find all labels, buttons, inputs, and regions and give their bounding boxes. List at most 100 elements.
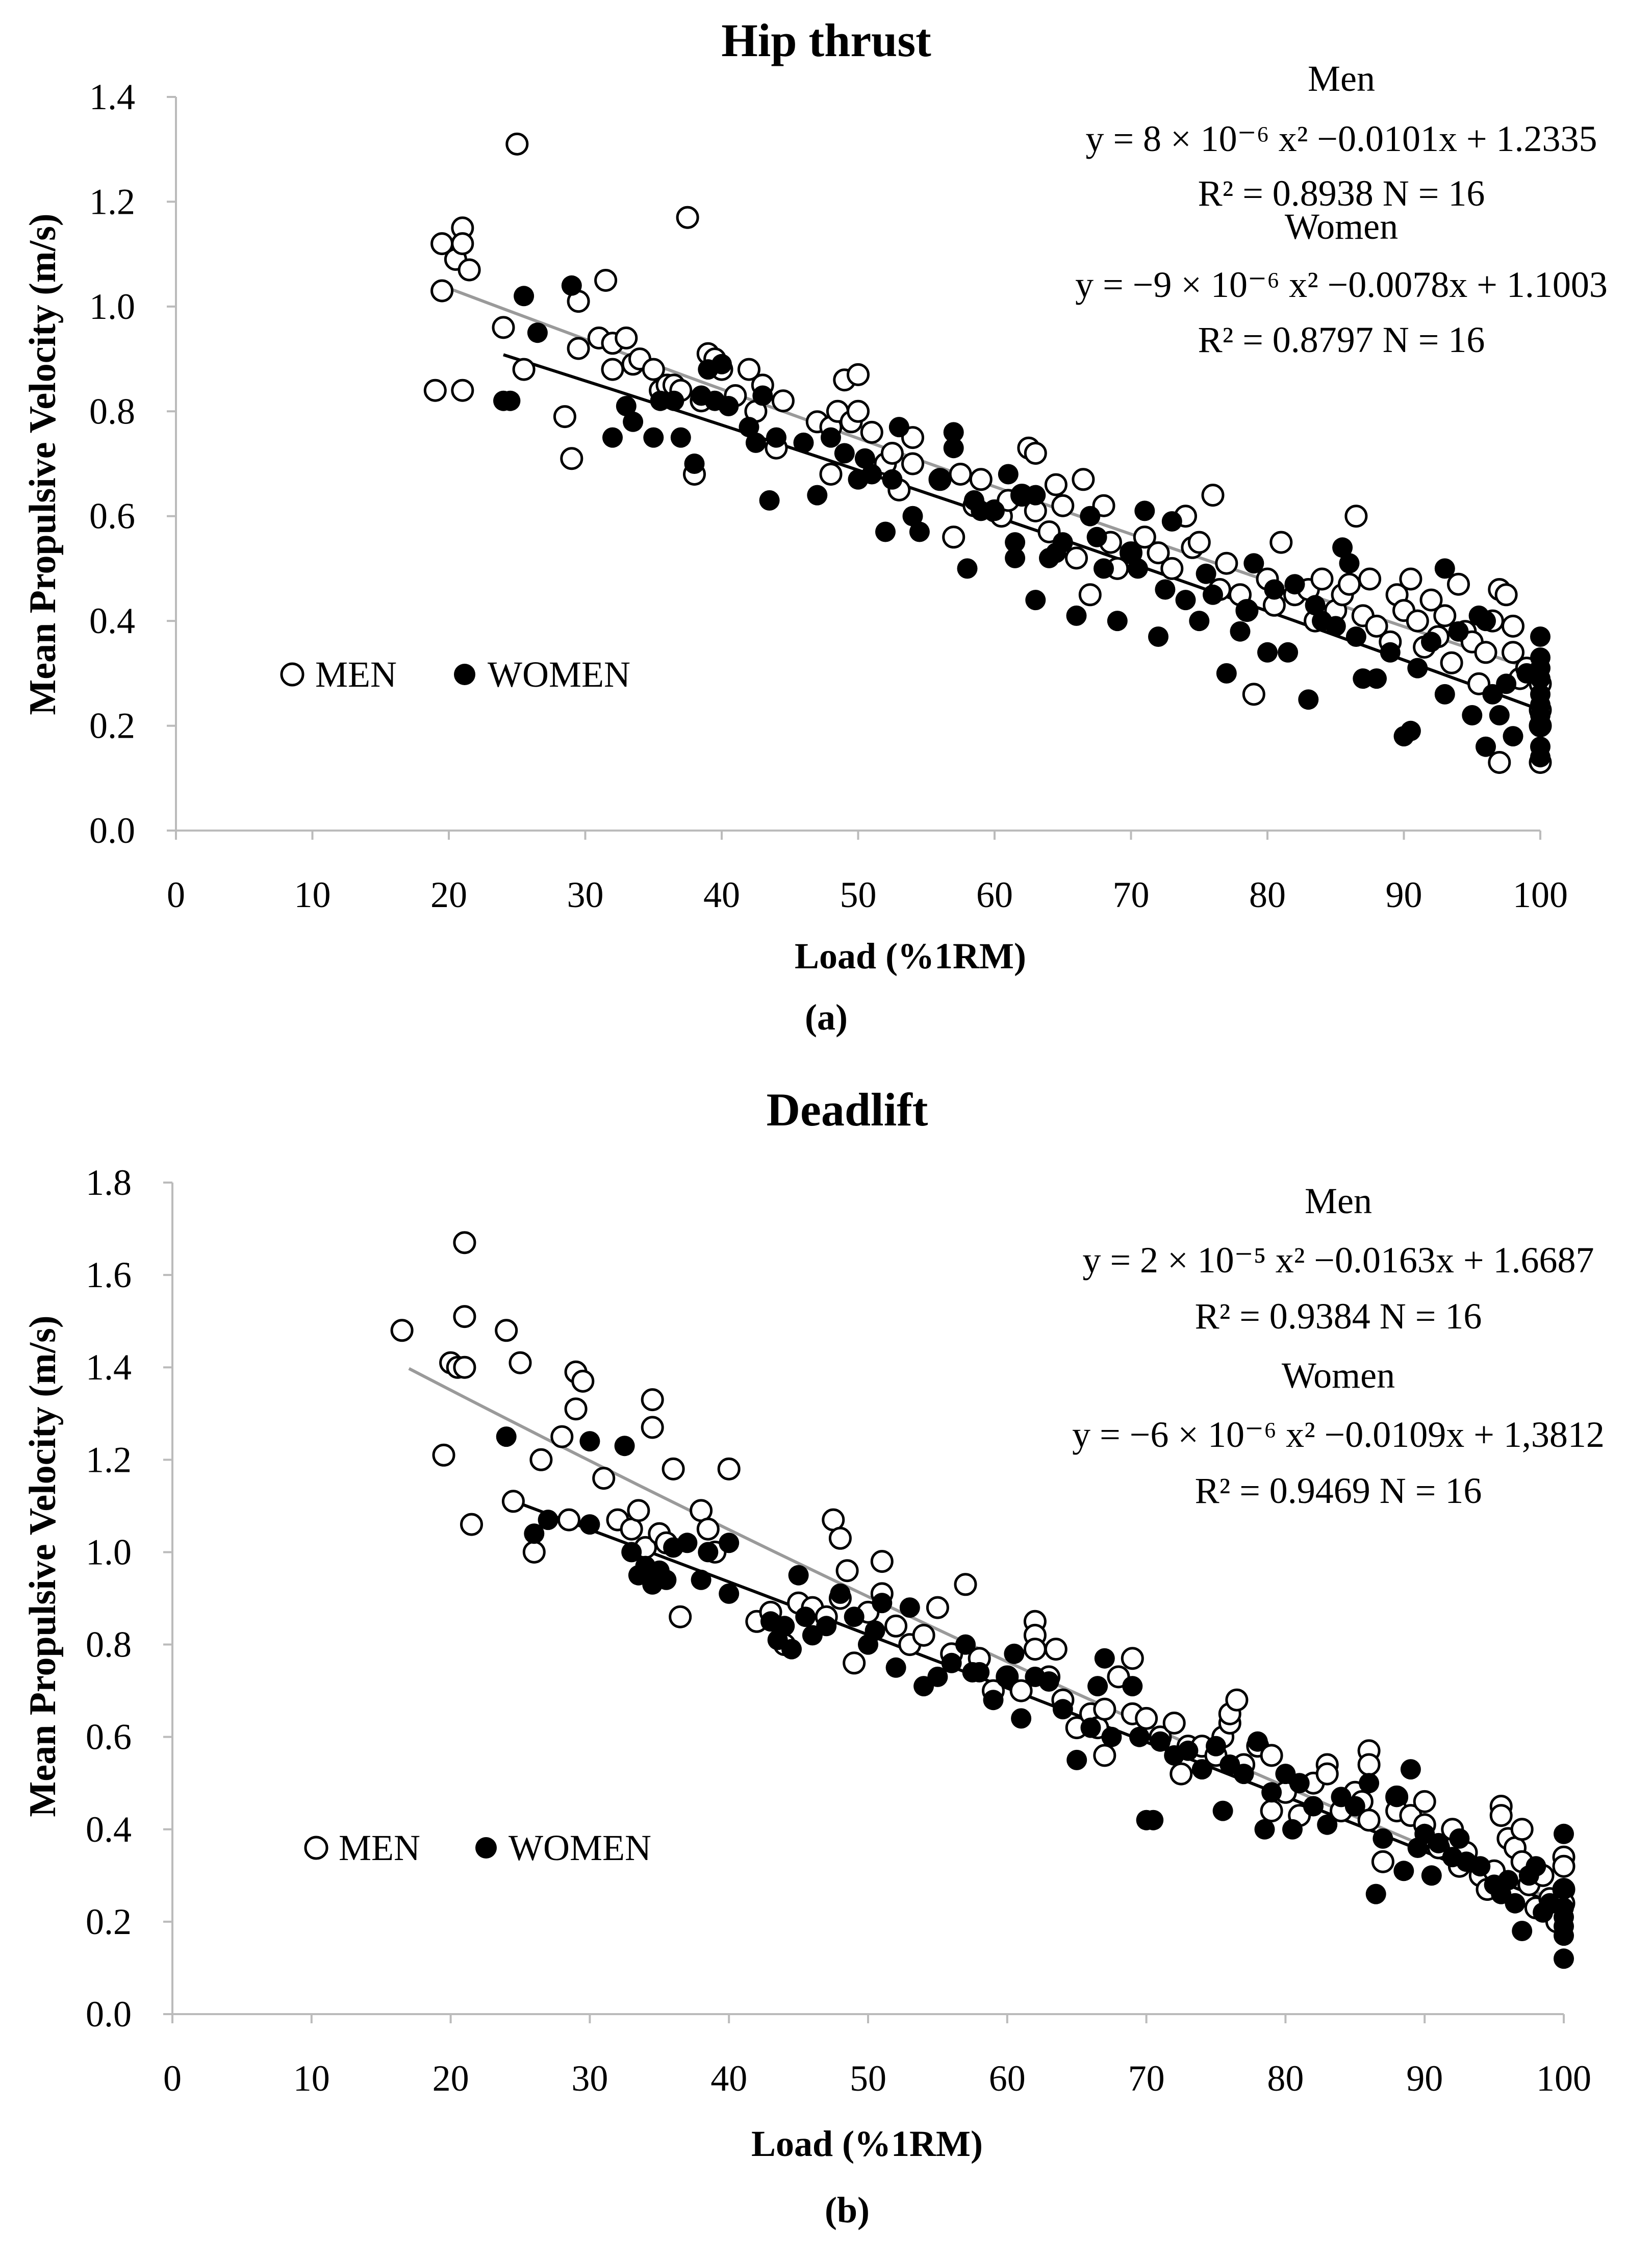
women-data-point bbox=[1150, 1731, 1171, 1752]
women-data-point bbox=[664, 390, 684, 411]
men-data-point bbox=[432, 1443, 455, 1467]
women-data-point bbox=[1094, 1648, 1115, 1669]
x-tick-label: 60 bbox=[989, 2058, 1026, 2099]
women-data-point bbox=[1284, 574, 1305, 595]
women-equation-title: Women bbox=[1285, 206, 1398, 247]
equations: Men y = 8 × 10⁻⁶ x² −0.0101x + 1.2335 R²… bbox=[1075, 58, 1608, 360]
women-data-point bbox=[1025, 590, 1046, 611]
women-data-point bbox=[941, 1652, 962, 1673]
men-data-point bbox=[509, 1351, 532, 1374]
women-data-point bbox=[821, 427, 841, 448]
men-data-point bbox=[453, 1356, 476, 1379]
y-tick-label: 0.8 bbox=[89, 391, 135, 432]
men-data-point bbox=[1225, 1688, 1249, 1712]
women-data-point bbox=[1230, 621, 1251, 642]
women-data-point bbox=[1080, 506, 1101, 526]
men-data-point bbox=[453, 1231, 476, 1254]
women-data-point bbox=[623, 411, 644, 432]
women-data-point bbox=[1038, 1671, 1059, 1692]
men-data-point bbox=[423, 379, 447, 402]
men-data-point bbox=[1510, 1818, 1534, 1841]
women-data-point bbox=[983, 1690, 1004, 1711]
women-r2: R² = 0.8797 N = 16 bbox=[1198, 319, 1485, 360]
women-data-point bbox=[1052, 532, 1073, 553]
women-data-point bbox=[579, 1514, 600, 1535]
x-tick-label: 0 bbox=[163, 2058, 182, 2099]
men-data-point bbox=[430, 279, 454, 303]
men-data-point bbox=[1065, 546, 1088, 570]
x-tick-label: 80 bbox=[1267, 2058, 1304, 2099]
panel-label: (b) bbox=[825, 2190, 870, 2230]
legend-women-marker bbox=[454, 664, 475, 685]
women-data-point bbox=[1470, 1856, 1491, 1877]
women-data-point bbox=[1011, 1708, 1032, 1729]
y-tick-label: 0.2 bbox=[89, 706, 135, 746]
men-data-point bbox=[1201, 484, 1225, 507]
men-data-point bbox=[1371, 1850, 1394, 1873]
men-data-point bbox=[696, 1517, 720, 1541]
y-tick-label: 1.2 bbox=[89, 181, 135, 222]
x-tick-label: 90 bbox=[1406, 2058, 1443, 2099]
x-tick-label: 30 bbox=[567, 874, 604, 915]
women-data-point bbox=[1400, 720, 1421, 741]
men-data-point bbox=[738, 358, 760, 381]
women-data-point bbox=[875, 521, 896, 542]
men-data-point bbox=[1051, 494, 1075, 517]
women-data-point bbox=[1530, 715, 1551, 736]
men-data-point bbox=[676, 206, 699, 229]
women-data-point bbox=[1428, 1833, 1449, 1853]
women-data-point bbox=[496, 1426, 517, 1447]
men-data-point bbox=[1552, 1854, 1575, 1878]
women-data-point bbox=[1148, 626, 1168, 647]
men-data-point bbox=[1358, 567, 1382, 591]
x-tick-label: 90 bbox=[1386, 874, 1422, 915]
men-data-point bbox=[615, 327, 638, 349]
men-data-point bbox=[592, 1467, 616, 1490]
women-data-point bbox=[1366, 668, 1387, 689]
women-data-point bbox=[1264, 579, 1285, 600]
y-tick-label: 0.2 bbox=[86, 1901, 132, 1942]
women-data-point bbox=[766, 427, 786, 448]
men-data-point bbox=[949, 463, 972, 486]
women-data-point bbox=[1134, 500, 1155, 521]
women-data-point bbox=[888, 417, 909, 438]
women-data-point bbox=[909, 521, 930, 542]
y-tick-label: 0.6 bbox=[89, 496, 135, 537]
women-data-point bbox=[957, 558, 978, 579]
women-data-point bbox=[1332, 537, 1353, 558]
men-data-point bbox=[390, 1319, 414, 1342]
y-tick-label: 1.6 bbox=[86, 1254, 132, 1295]
women-data-point bbox=[1512, 1921, 1533, 1941]
women-data-point bbox=[1505, 1893, 1526, 1914]
women-data-point bbox=[1107, 611, 1128, 632]
y-tick-label: 0.8 bbox=[86, 1624, 132, 1665]
women-data-point bbox=[718, 396, 739, 416]
men-data-point bbox=[1474, 641, 1497, 664]
women-data-point bbox=[1206, 1736, 1226, 1756]
women-data-point bbox=[788, 1565, 809, 1586]
men-data-point bbox=[594, 269, 618, 292]
women-data-point bbox=[1005, 547, 1026, 568]
x-tick-label: 70 bbox=[1128, 2058, 1165, 2099]
women-data-point bbox=[1373, 1828, 1393, 1849]
women-data-point bbox=[1344, 1796, 1365, 1817]
women-data-point bbox=[854, 448, 875, 469]
women-data-point bbox=[1203, 584, 1223, 605]
women-data-point bbox=[955, 1634, 976, 1655]
men-data-point bbox=[641, 1388, 664, 1412]
men-data-point bbox=[451, 232, 474, 256]
women-data-point bbox=[1503, 726, 1523, 747]
women-data-point bbox=[1554, 1823, 1574, 1844]
women-data-point bbox=[1407, 658, 1428, 679]
women-data-point bbox=[793, 432, 814, 453]
women-data-point bbox=[1254, 1819, 1275, 1840]
y-axis-label: Mean Propulsive Velocity (m/s) bbox=[22, 213, 64, 715]
women-data-point bbox=[1554, 1879, 1574, 1900]
women-equation-title: Women bbox=[1282, 1355, 1395, 1396]
women-data-point bbox=[795, 1607, 816, 1627]
women-data-point bbox=[997, 1666, 1018, 1687]
women-data-point bbox=[1189, 611, 1210, 632]
men-data-point bbox=[560, 447, 583, 470]
x-tick-label: 30 bbox=[571, 2058, 608, 2099]
men-data-point bbox=[847, 399, 870, 423]
